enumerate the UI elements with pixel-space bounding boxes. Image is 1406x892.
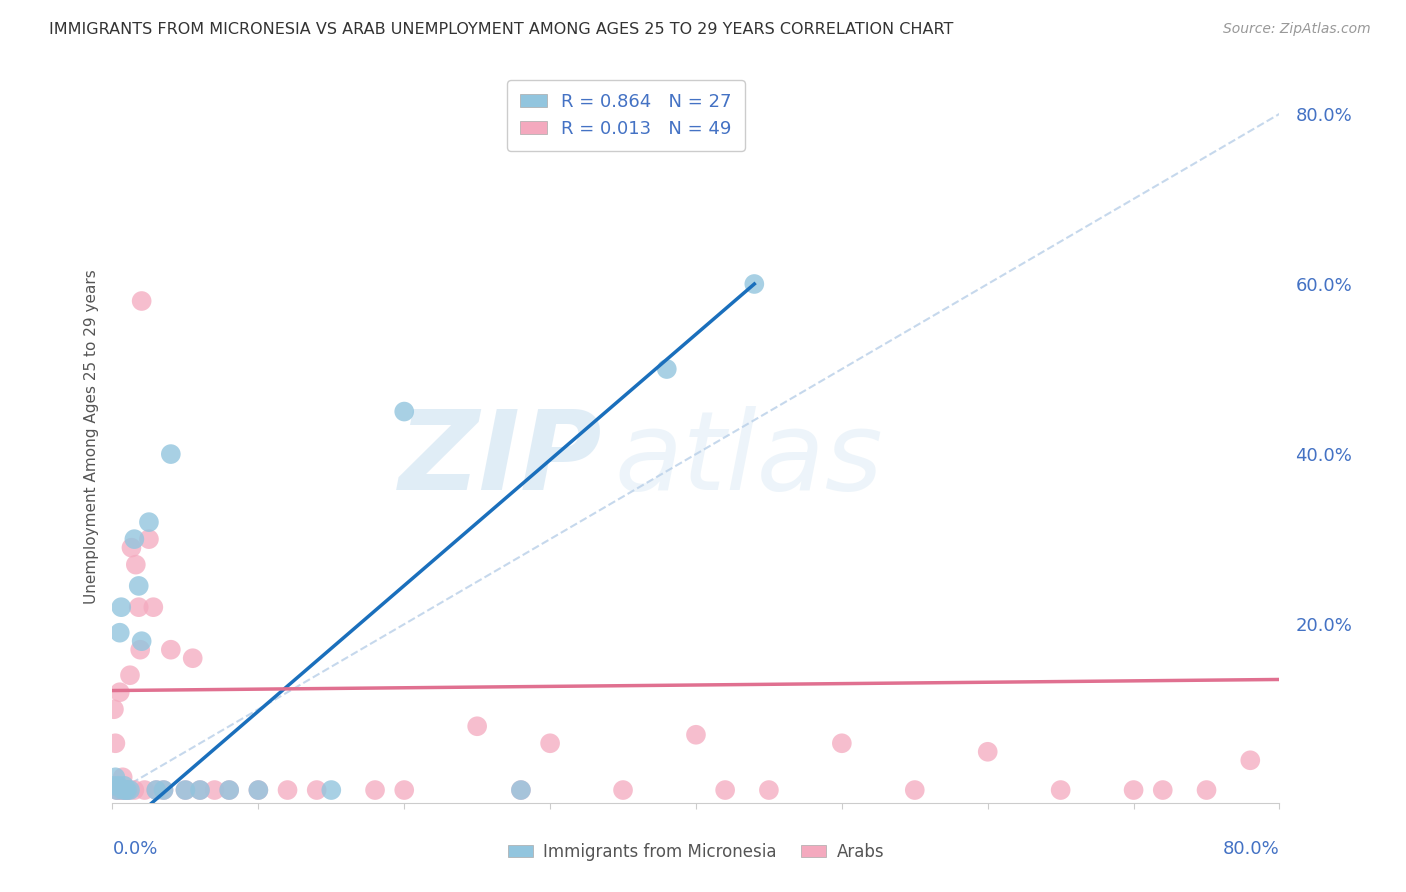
- Point: [128, 600, 150, 615]
- Point: [112, 779, 135, 793]
- Point: [188, 783, 211, 797]
- Point: [152, 783, 174, 797]
- Point: [276, 783, 298, 797]
- Text: 80.0%: 80.0%: [1223, 840, 1279, 858]
- Point: [1195, 783, 1218, 797]
- Point: [129, 642, 152, 657]
- Text: IMMIGRANTS FROM MICRONESIA VS ARAB UNEMPLOYMENT AMONG AGES 25 TO 29 YEARS CORREL: IMMIGRANTS FROM MICRONESIA VS ARAB UNEMP…: [49, 22, 953, 37]
- Point: [742, 277, 765, 291]
- Point: [105, 783, 128, 797]
- Point: [218, 783, 240, 797]
- Point: [174, 783, 197, 797]
- Point: [115, 783, 138, 797]
- Point: [831, 736, 853, 750]
- Point: [104, 770, 127, 784]
- Point: [364, 783, 387, 797]
- Point: [218, 783, 240, 797]
- Point: [103, 779, 125, 793]
- Point: [1049, 783, 1071, 797]
- Point: [111, 783, 134, 797]
- Point: [114, 783, 136, 797]
- Point: [538, 736, 561, 750]
- Point: [107, 779, 129, 793]
- Point: [118, 668, 141, 682]
- Point: [105, 783, 128, 797]
- Point: [1122, 783, 1144, 797]
- Point: [124, 532, 146, 546]
- Point: [655, 362, 678, 376]
- Point: [1239, 753, 1261, 767]
- Point: [758, 783, 780, 797]
- Point: [145, 783, 167, 797]
- Point: [120, 541, 142, 555]
- Point: [131, 293, 153, 308]
- Point: [111, 770, 134, 784]
- Point: [118, 783, 141, 797]
- Point: [125, 558, 148, 572]
- Point: [181, 651, 204, 665]
- Point: [104, 736, 127, 750]
- Point: [904, 783, 927, 797]
- Point: [685, 728, 707, 742]
- Point: [103, 702, 125, 716]
- Point: [138, 515, 160, 529]
- Point: [188, 783, 211, 797]
- Point: [714, 783, 737, 797]
- Point: [115, 783, 138, 797]
- Point: [110, 600, 132, 615]
- Point: [112, 783, 135, 797]
- Text: Source: ZipAtlas.com: Source: ZipAtlas.com: [1223, 22, 1371, 37]
- Legend: Immigrants from Micronesia, Arabs: Immigrants from Micronesia, Arabs: [502, 837, 890, 868]
- Point: [145, 783, 167, 797]
- Text: atlas: atlas: [614, 406, 883, 513]
- Point: [152, 783, 174, 797]
- Point: [107, 783, 129, 797]
- Point: [128, 579, 150, 593]
- Point: [509, 783, 531, 797]
- Point: [394, 404, 416, 418]
- Text: ZIP: ZIP: [399, 406, 603, 513]
- Y-axis label: Unemployment Among Ages 25 to 29 years: Unemployment Among Ages 25 to 29 years: [83, 269, 98, 605]
- Point: [134, 783, 156, 797]
- Point: [976, 745, 998, 759]
- Point: [247, 783, 270, 797]
- Text: 0.0%: 0.0%: [112, 840, 157, 858]
- Point: [124, 783, 146, 797]
- Point: [247, 783, 270, 797]
- Point: [204, 783, 226, 797]
- Point: [305, 783, 328, 797]
- Point: [108, 685, 131, 699]
- Point: [160, 642, 183, 657]
- Point: [509, 783, 531, 797]
- Point: [174, 783, 197, 797]
- Point: [108, 625, 131, 640]
- Point: [114, 783, 136, 797]
- Point: [465, 719, 488, 733]
- Point: [138, 532, 160, 546]
- Point: [321, 783, 343, 797]
- Point: [142, 600, 165, 615]
- Point: [612, 783, 634, 797]
- Point: [110, 783, 132, 797]
- Point: [160, 447, 183, 461]
- Point: [394, 783, 416, 797]
- Point: [1152, 783, 1174, 797]
- Point: [117, 783, 139, 797]
- Point: [131, 634, 153, 648]
